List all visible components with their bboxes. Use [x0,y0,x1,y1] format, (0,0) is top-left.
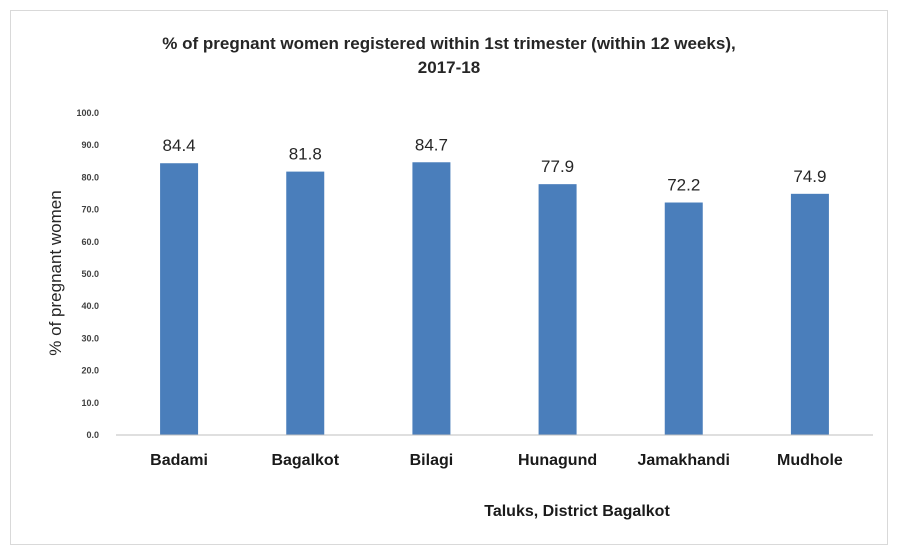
bar-mudhole [790,193,829,435]
bar-chart: % of pregnant women registered within 1s… [46,34,873,520]
y-tick-label: 20.0 [81,366,99,376]
category-label-badami: Badami [150,452,208,469]
chart-title-line-2: 2017-18 [418,58,480,77]
y-tick-label: 60.0 [81,237,99,247]
category-label-bilagi: Bilagi [410,452,454,469]
bar-badami [160,163,199,435]
category-label-hunagund: Hunagund [518,452,597,469]
data-label-jamakhandi: 72.2 [667,176,700,195]
x-axis-title: Taluks, District Bagalkot [484,503,670,520]
y-tick-label: 100.0 [76,108,99,118]
bar-jamakhandi [664,202,703,435]
y-tick-label: 80.0 [81,172,99,182]
y-tick-label: 0.0 [86,430,99,440]
y-tick-label: 30.0 [81,333,99,343]
y-tick-label: 90.0 [81,140,99,150]
data-label-badami: 84.4 [163,136,196,155]
category-label-mudhole: Mudhole [777,452,843,469]
y-axis-ticks: 0.0 10.0 20.0 30.0 40.0 50.0 60.0 70.0 80.0 90.0 1… [76,108,99,440]
y-axis-title: % of pregnant women [46,190,65,355]
category-label-jamakhandi: Jamakhandi [638,452,730,469]
bars [160,162,829,436]
bar-hunagund [538,184,577,435]
category-labels: Badami Bagalkot Bilagi Hunagund Jamakhandi Mu… [150,452,843,469]
data-label-bagalkot: 81.8 [289,145,322,164]
chart-title-line-1: % of pregnant women registered within 1s… [162,34,735,53]
chart-frame: % of pregnant women registered within 1s… [10,10,888,545]
y-tick-label: 10.0 [81,398,99,408]
data-label-mudhole: 74.9 [793,167,826,186]
bar-bagalkot [286,171,325,435]
y-tick-label: 50.0 [81,269,99,279]
category-label-bagalkot: Bagalkot [271,452,339,469]
y-tick-label: 70.0 [81,205,99,215]
data-label-bilagi: 84.7 [415,135,448,154]
data-labels: 84.4 81.8 84.7 77.9 72.2 74.9 [163,135,827,194]
data-label-hunagund: 77.9 [541,157,574,176]
bar-bilagi [412,162,451,436]
y-tick-label: 40.0 [81,301,99,311]
